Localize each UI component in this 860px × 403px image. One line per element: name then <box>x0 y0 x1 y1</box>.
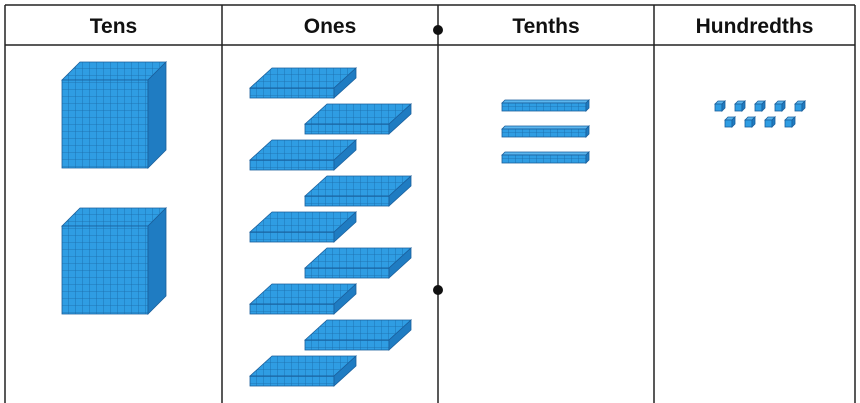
cube-block <box>61 207 167 315</box>
column-header: Tens <box>90 15 137 38</box>
unit-blocks <box>714 100 806 128</box>
flat-block <box>304 319 412 351</box>
flat-block <box>304 247 412 279</box>
rod-block <box>501 125 590 138</box>
rod-block <box>501 99 590 112</box>
column-header: Hundredths <box>696 15 814 38</box>
cube-block <box>61 61 167 169</box>
unit-block <box>794 100 806 112</box>
cube-blocks <box>61 61 167 315</box>
rod-block <box>501 151 590 164</box>
unit-block <box>784 116 796 128</box>
table-grid <box>4 4 856 403</box>
unit-block <box>754 100 766 112</box>
flat-block <box>249 67 357 99</box>
unit-block <box>734 100 746 112</box>
unit-block <box>724 116 736 128</box>
unit-block <box>744 116 756 128</box>
flat-block <box>249 355 357 387</box>
column-header: Tenths <box>512 15 579 38</box>
unit-block <box>764 116 776 128</box>
unit-block <box>714 100 726 112</box>
rod-blocks <box>501 99 590 164</box>
flat-blocks <box>249 67 412 387</box>
column-header: Ones <box>304 15 357 38</box>
decimal-dot <box>433 25 443 35</box>
decimal-dot <box>433 285 443 295</box>
unit-block <box>774 100 786 112</box>
flat-block <box>249 211 357 243</box>
flat-block <box>249 139 357 171</box>
flat-block <box>304 175 412 207</box>
flat-block <box>249 283 357 315</box>
flat-block <box>304 103 412 135</box>
